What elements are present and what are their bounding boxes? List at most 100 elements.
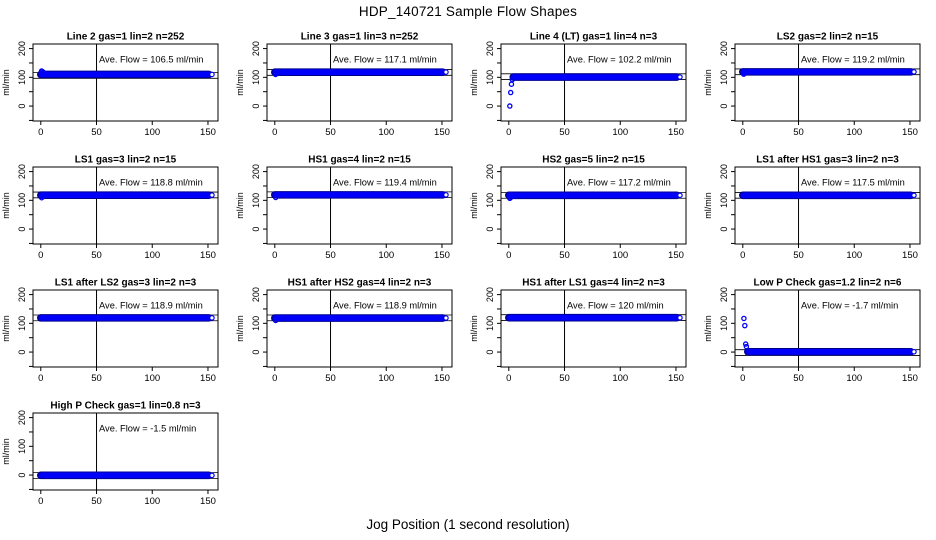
x-tick-label: 100 bbox=[144, 250, 160, 261]
plot-box bbox=[266, 166, 453, 245]
flow-panel-5: LS1 gas=3 lin=2 n=15 0 100 200 ml/min 0 50 100 1… bbox=[1, 155, 219, 261]
x-tick-label: 0 bbox=[38, 496, 43, 507]
end-data-point bbox=[443, 192, 449, 198]
x-tick-label: 50 bbox=[559, 373, 570, 384]
x-tick-label: 0 bbox=[38, 127, 43, 138]
end-data-point bbox=[911, 69, 917, 75]
ave-flow-annotation: Ave. Flow = 117.1 ml/min bbox=[333, 54, 437, 64]
plot-box bbox=[32, 166, 219, 245]
x-tick-label: 100 bbox=[846, 127, 862, 138]
y-tick-label: 0 bbox=[719, 104, 729, 109]
x-tick-label: 50 bbox=[793, 127, 804, 138]
startup-data-point bbox=[39, 193, 46, 200]
ave-flow-annotation: Ave. Flow = 106.5 ml/min bbox=[99, 54, 203, 64]
x-tick-label: 100 bbox=[846, 250, 862, 261]
startup-data-point bbox=[272, 71, 279, 78]
ave-flow-annotation: Ave. Flow = -1.5 ml/min bbox=[99, 423, 196, 433]
panel-title: LS1 gas=3 lin=2 n=15 bbox=[75, 155, 177, 166]
plot-box bbox=[734, 43, 921, 122]
flow-panel-2: Line 3 gas=1 lin=3 n=252 0 100 200 ml/min 0 50… bbox=[235, 32, 453, 138]
flow-panel-10: HS1 after HS2 gas=4 lin=2 n=3 0 100 200 ml/m… bbox=[235, 278, 453, 384]
plot-box bbox=[266, 43, 453, 122]
x-tick-label: 50 bbox=[91, 496, 102, 507]
x-tick-label: 100 bbox=[378, 373, 394, 384]
end-data-point bbox=[209, 315, 215, 321]
y-axis-label: ml/min bbox=[1, 438, 11, 465]
y-tick-label: 200 bbox=[485, 164, 495, 179]
y-tick-label: 100 bbox=[485, 193, 495, 208]
y-tick-label: 0 bbox=[485, 227, 495, 232]
end-data-point bbox=[677, 192, 683, 199]
startup-data-point bbox=[507, 89, 514, 96]
x-tick-label: 50 bbox=[559, 127, 570, 138]
startup-data-point bbox=[507, 103, 513, 109]
end-data-point bbox=[209, 192, 215, 198]
panel-title: Line 4 (LT) gas=1 lin=4 n=3 bbox=[530, 32, 658, 43]
startup-data-point bbox=[742, 341, 749, 347]
y-tick-label: 0 bbox=[17, 104, 27, 109]
x-tick-label: 100 bbox=[612, 373, 628, 384]
ave-flow-annotation: Ave. Flow = 119.4 ml/min bbox=[333, 177, 437, 187]
flow-panel-11: HS1 after LS1 gas=4 lin=2 n=3 0 100 200 ml/m… bbox=[469, 278, 687, 384]
x-tick-label: 150 bbox=[434, 250, 450, 261]
y-tick-label: 0 bbox=[719, 350, 729, 355]
y-tick-label: 0 bbox=[485, 104, 495, 109]
end-data-point bbox=[443, 69, 449, 75]
end-data-point bbox=[677, 74, 683, 80]
x-tick-label: 150 bbox=[902, 250, 918, 261]
y-tick-label: 0 bbox=[485, 350, 495, 355]
x-tick-label: 0 bbox=[506, 250, 511, 261]
panel-title: LS1 after HS1 gas=3 lin=2 n=3 bbox=[756, 155, 899, 166]
panel-title: HS2 gas=5 lin=2 n=15 bbox=[542, 155, 645, 166]
startup-data-point bbox=[742, 322, 748, 329]
ave-flow-annotation: Ave. Flow = 118.9 ml/min bbox=[333, 300, 437, 310]
x-tick-label: 150 bbox=[434, 373, 450, 384]
end-data-point bbox=[443, 315, 449, 321]
y-tick-label: 200 bbox=[485, 287, 495, 302]
startup-data-point bbox=[272, 194, 279, 201]
y-tick-label: 0 bbox=[251, 104, 261, 109]
x-tick-label: 100 bbox=[378, 127, 394, 138]
x-tick-label: 50 bbox=[793, 250, 804, 261]
y-tick-label: 100 bbox=[251, 316, 261, 331]
x-tick-label: 50 bbox=[325, 127, 336, 138]
y-axis-label: ml/min bbox=[469, 315, 479, 342]
x-tick-label: 0 bbox=[506, 373, 511, 384]
startup-data-point bbox=[741, 70, 748, 76]
y-tick-label: 0 bbox=[251, 227, 261, 232]
y-axis-label: ml/min bbox=[1, 69, 11, 96]
y-tick-label: 0 bbox=[251, 350, 261, 355]
flow-panel-7: HS2 gas=5 lin=2 n=15 0 100 200 ml/min 0 50 100 1… bbox=[469, 155, 687, 261]
end-data-point bbox=[209, 472, 215, 479]
panel-title: HS1 gas=4 lin=2 n=15 bbox=[308, 155, 411, 166]
startup-data-point bbox=[507, 195, 513, 202]
x-tick-label: 100 bbox=[378, 250, 394, 261]
y-tick-label: 100 bbox=[17, 70, 27, 85]
x-tick-label: 0 bbox=[272, 373, 277, 384]
flow-panel-3: Line 4 (LT) gas=1 lin=4 n=3 0 100 200 ml/min… bbox=[469, 32, 687, 138]
y-tick-label: 200 bbox=[17, 41, 27, 56]
panel-title: Line 2 gas=1 lin=2 n=252 bbox=[67, 32, 185, 43]
panel-title: HS1 after LS1 gas=4 lin=2 n=3 bbox=[522, 278, 665, 289]
x-tick-label: 100 bbox=[144, 127, 160, 138]
y-tick-label: 100 bbox=[17, 316, 27, 331]
x-tick-label: 150 bbox=[434, 127, 450, 138]
x-tick-label: 150 bbox=[902, 373, 918, 384]
x-tick-label: 50 bbox=[793, 373, 804, 384]
y-tick-label: 200 bbox=[17, 287, 27, 302]
y-axis-label: ml/min bbox=[469, 69, 479, 96]
ave-flow-annotation: Ave. Flow = 118.9 ml/min bbox=[99, 300, 203, 310]
y-tick-label: 200 bbox=[251, 41, 261, 56]
x-tick-label: 0 bbox=[740, 250, 745, 261]
y-tick-label: 100 bbox=[719, 70, 729, 85]
x-tick-label: 50 bbox=[91, 373, 102, 384]
x-tick-label: 150 bbox=[200, 373, 216, 384]
panel-title: Low P Check gas=1.2 lin=2 n=6 bbox=[754, 278, 902, 289]
y-tick-label: 200 bbox=[719, 287, 729, 302]
plot-box bbox=[734, 289, 921, 368]
x-tick-label: 0 bbox=[740, 373, 745, 384]
x-tick-label: 0 bbox=[272, 250, 277, 261]
x-tick-label: 0 bbox=[506, 127, 511, 138]
y-tick-label: 100 bbox=[251, 193, 261, 208]
